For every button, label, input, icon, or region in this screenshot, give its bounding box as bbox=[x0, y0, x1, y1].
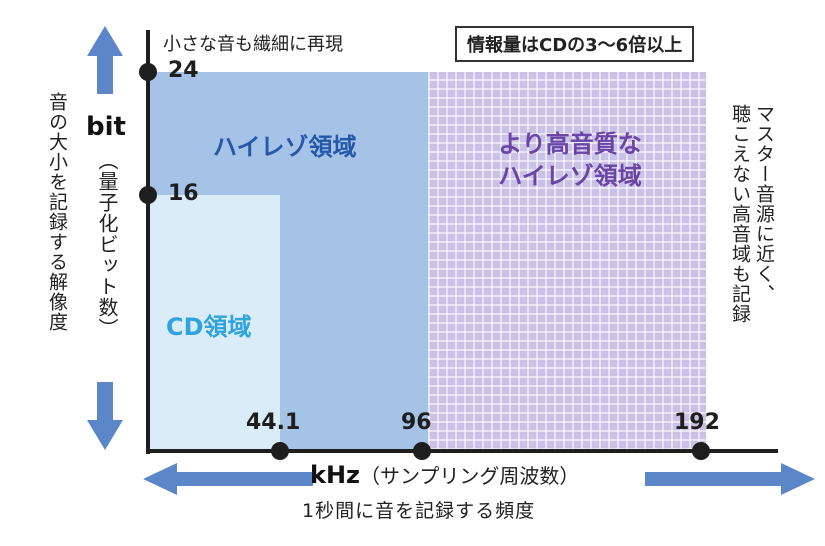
y-axis-line bbox=[146, 30, 150, 454]
hires-plus-label-line1: より高音質な bbox=[498, 130, 642, 158]
right-note-line1: マスター音源に近く、 bbox=[753, 104, 775, 304]
left-arrow-icon bbox=[143, 463, 313, 495]
y-tick-24: 24 bbox=[168, 58, 199, 83]
up-arrow-icon bbox=[87, 26, 123, 94]
top-note: 小さな音も繊細に再現 bbox=[163, 34, 343, 55]
x-tick-96: 96 bbox=[401, 410, 432, 435]
y-tick-dot-16 bbox=[139, 186, 157, 204]
y-axis-sublabel: （量子化ビット数） bbox=[95, 150, 119, 339]
hires-plus-label-line2: ハイレゾ領域 bbox=[498, 162, 642, 190]
right-note-line2: 聴こえない高音域も記録 bbox=[729, 104, 751, 324]
x-tick-44: 44.1 bbox=[246, 410, 301, 435]
x-axis-label: kHz bbox=[310, 461, 361, 489]
x-axis-label-group: kHz（サンプリング周波数） bbox=[310, 460, 579, 489]
hires-region-label: ハイレゾ領域 bbox=[213, 133, 357, 161]
cd-region bbox=[150, 195, 280, 450]
x-tick-192: 192 bbox=[674, 410, 720, 435]
x-tick-dot-96 bbox=[413, 442, 431, 460]
x-axis-sublabel: （サンプリング周波数） bbox=[360, 464, 580, 488]
x-tick-dot-192 bbox=[692, 442, 710, 460]
x-axis-line bbox=[146, 449, 778, 453]
x-tick-dot-44 bbox=[271, 442, 289, 460]
y-tick-16: 16 bbox=[168, 181, 199, 206]
cd-region-label: CD領域 bbox=[166, 313, 252, 341]
hires-plus-region-label: より高音質な ハイレゾ領域 bbox=[470, 128, 670, 192]
hires-plus-region bbox=[428, 72, 706, 450]
y-axis-description: 音の大小を記録する解像度 bbox=[46, 92, 68, 332]
y-tick-dot-24 bbox=[139, 63, 157, 81]
title-badge: 情報量はCDの3〜6倍以上 bbox=[455, 26, 695, 62]
x-axis-description: 1秒間に音を記録する頻度 bbox=[302, 500, 536, 522]
right-note: マスター音源に近く、 聴こえない高音域も記録 bbox=[728, 104, 776, 404]
right-arrow-icon bbox=[645, 463, 815, 495]
down-arrow-icon bbox=[87, 382, 123, 450]
y-axis-label: bit bbox=[86, 112, 126, 142]
